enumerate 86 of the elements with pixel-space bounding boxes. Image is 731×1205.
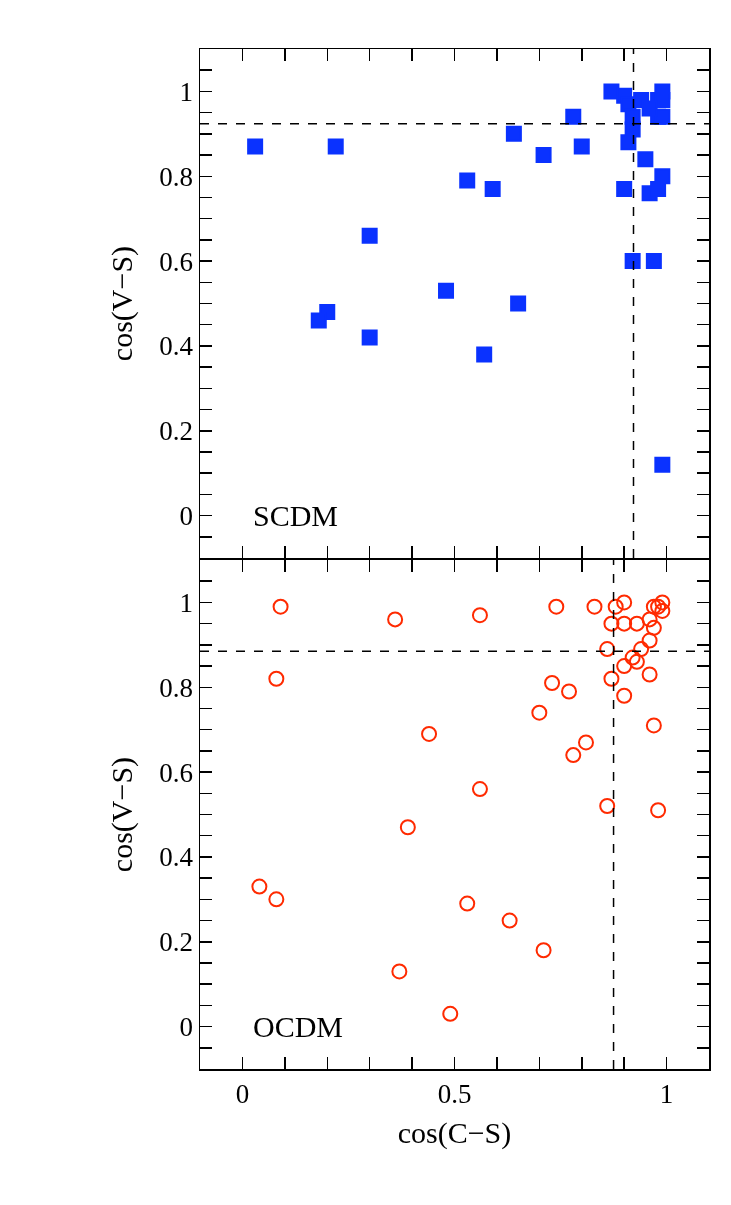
point	[459, 895, 476, 912]
y-tick-label: 0.4	[159, 331, 194, 362]
point	[310, 312, 327, 329]
y-axis-title: cos(V−S)	[104, 756, 139, 873]
y-tick-label: 0.2	[159, 927, 194, 958]
y-tick-label: 0.8	[159, 672, 194, 703]
point	[578, 734, 594, 751]
point	[616, 687, 633, 704]
point	[628, 615, 645, 632]
point	[650, 180, 667, 197]
point	[641, 100, 658, 117]
point	[641, 632, 658, 649]
annotation: OCDM	[253, 1010, 344, 1043]
point	[459, 172, 476, 189]
annotation: SCDM	[253, 499, 339, 532]
y-tick-label: 1	[179, 76, 194, 107]
point	[484, 180, 501, 197]
x-tick-label: 0	[235, 1078, 250, 1109]
point	[654, 594, 671, 611]
point	[421, 725, 438, 742]
point	[561, 683, 578, 700]
y-tick-label: 0.2	[159, 416, 194, 447]
point	[442, 1005, 459, 1022]
point	[471, 781, 488, 798]
point	[603, 615, 620, 632]
point	[471, 607, 488, 624]
point	[586, 598, 603, 615]
point	[544, 675, 561, 691]
point	[645, 619, 662, 636]
y-tick-label: 0	[179, 1012, 194, 1043]
point	[616, 615, 633, 632]
point	[607, 598, 624, 615]
point	[654, 456, 671, 473]
point	[535, 942, 552, 959]
point	[650, 802, 667, 819]
y-tick-label: 1	[179, 587, 194, 618]
x-axis-title: cos(C−S)	[397, 1116, 512, 1151]
point	[599, 641, 616, 658]
point	[633, 641, 650, 658]
point	[247, 138, 264, 155]
point	[438, 282, 455, 299]
point	[268, 670, 285, 687]
point	[361, 227, 378, 244]
point	[565, 747, 582, 764]
point	[624, 649, 641, 666]
point	[548, 598, 565, 615]
point	[327, 138, 344, 155]
point	[624, 121, 641, 138]
point	[573, 138, 590, 155]
point	[361, 329, 378, 346]
point	[645, 598, 662, 615]
point	[650, 598, 667, 615]
point	[531, 704, 548, 721]
point	[628, 653, 645, 670]
point	[251, 878, 268, 895]
point	[501, 912, 518, 929]
point	[399, 819, 416, 836]
y-tick-label: 0.4	[159, 842, 194, 873]
point	[505, 125, 522, 142]
point	[272, 598, 289, 615]
point	[654, 602, 671, 619]
point	[624, 253, 641, 270]
point	[641, 611, 658, 628]
point	[616, 180, 633, 197]
point	[268, 891, 285, 908]
point	[645, 717, 662, 734]
point	[535, 147, 552, 164]
point	[387, 611, 404, 628]
y-tick-label: 0.6	[159, 246, 194, 277]
y-tick-label: 0	[179, 501, 194, 532]
point	[645, 253, 662, 270]
point	[616, 658, 633, 675]
point	[510, 295, 527, 312]
y-tick-label: 0.8	[159, 161, 194, 192]
point	[599, 798, 616, 815]
x-tick-label: 0.5	[437, 1078, 472, 1109]
point	[616, 594, 633, 611]
point	[476, 346, 493, 363]
point	[391, 963, 408, 980]
point	[565, 108, 582, 125]
x-tick-label: 1	[659, 1078, 674, 1109]
point	[641, 666, 658, 683]
point	[637, 151, 654, 168]
point	[603, 670, 620, 687]
y-tick-label: 0.6	[159, 757, 194, 788]
y-axis-title: cos(V−S)	[104, 245, 139, 362]
